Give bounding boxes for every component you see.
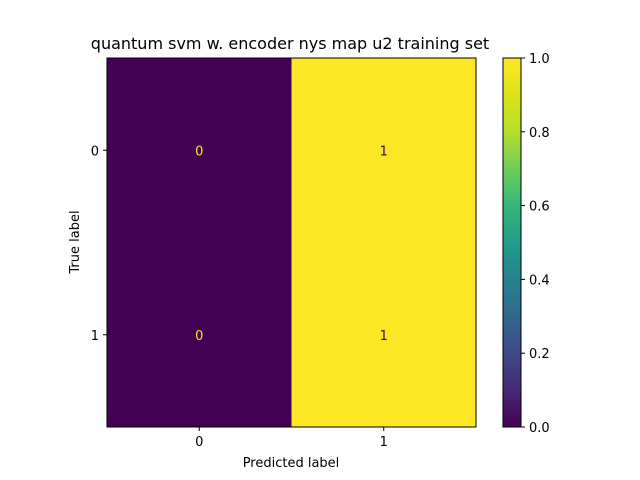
heatmap-cell bbox=[291, 58, 477, 243]
cell-value-label: 0 bbox=[195, 329, 203, 344]
colorbar-tick-label: 0.2 bbox=[529, 347, 550, 362]
colorbar-tick-label: 1.0 bbox=[529, 52, 550, 67]
y-tick-label: 1 bbox=[91, 329, 99, 344]
x-tick-label: 0 bbox=[195, 435, 203, 450]
cell-value-label: 1 bbox=[380, 144, 388, 159]
y-axis: 01 bbox=[91, 144, 107, 344]
heatmap-frame bbox=[106, 57, 477, 428]
y-axis-label: True label bbox=[68, 210, 83, 274]
cell-value-label: 1 bbox=[380, 329, 388, 344]
colorbar-axis: 0.0 0.2 0.4 0.6 0.8 1.0 bbox=[521, 52, 550, 436]
heatmap-cell bbox=[291, 242, 477, 428]
heatmap-cell-labels: 0 1 0 1 bbox=[195, 144, 388, 344]
colorbar-tick-label: 0.4 bbox=[529, 273, 550, 288]
colorbar-tick-label: 0.6 bbox=[529, 200, 550, 215]
colorbar-tick-label: 0.8 bbox=[529, 126, 550, 141]
heatmap-cells bbox=[107, 58, 477, 428]
heatmap-cell bbox=[107, 58, 292, 243]
y-tick-label: 0 bbox=[91, 144, 99, 159]
colorbar-tick-label: 0.0 bbox=[529, 421, 550, 436]
colorbar bbox=[502, 57, 522, 428]
x-axis-label: Predicted label bbox=[243, 456, 340, 471]
x-tick-label: 1 bbox=[380, 435, 388, 450]
cell-value-label: 0 bbox=[195, 144, 203, 159]
heatmap-cell bbox=[107, 242, 292, 428]
chart-title: quantum svm w. encoder nys map u2 traini… bbox=[91, 34, 489, 53]
